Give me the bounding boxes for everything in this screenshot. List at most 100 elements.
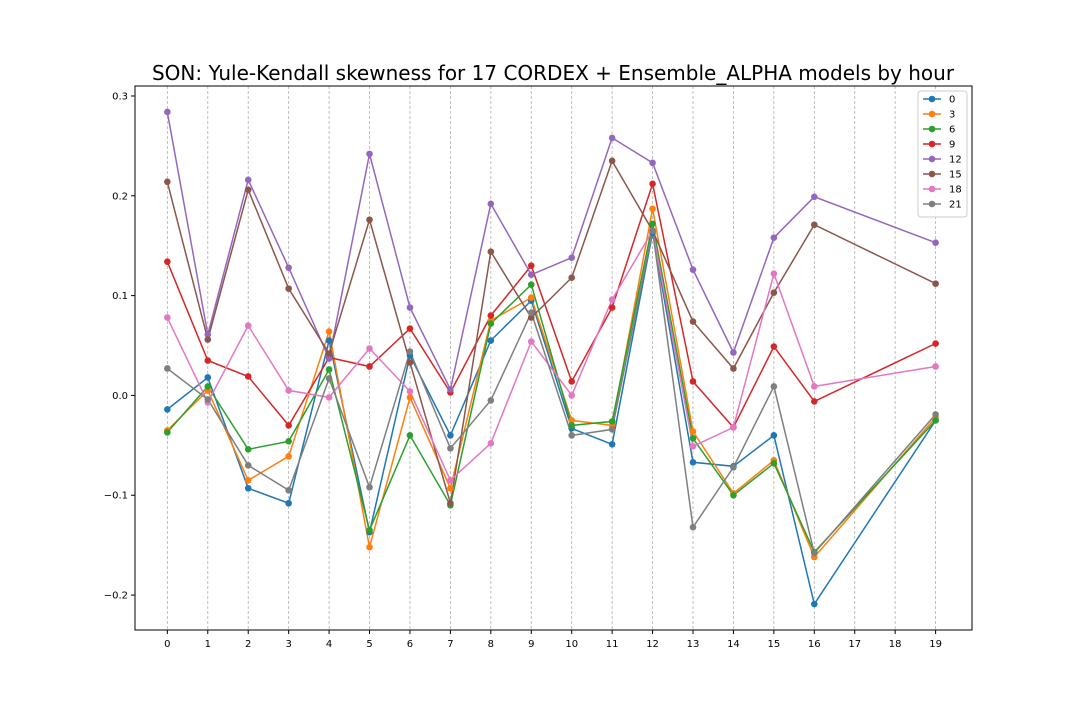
data-point-6 <box>164 429 171 436</box>
x-tick-label: 17 <box>848 639 861 650</box>
data-point-15 <box>487 248 495 255</box>
data-point-12 <box>285 264 292 271</box>
data-point-3 <box>244 476 252 484</box>
y-tick-label: −0.2 <box>104 591 128 602</box>
data-point-21 <box>164 365 171 372</box>
data-point-0 <box>770 432 778 439</box>
data-point-18 <box>689 443 697 450</box>
legend-swatch-marker <box>928 140 936 148</box>
data-point-12 <box>811 193 818 201</box>
data-point-9 <box>568 378 575 385</box>
series-line-0 <box>166 232 937 606</box>
data-point-6 <box>366 526 373 534</box>
x-tick-label: 8 <box>488 639 494 650</box>
legend-label: 0 <box>949 95 955 106</box>
x-tick-label: 5 <box>366 639 372 650</box>
data-point-21 <box>366 483 373 491</box>
data-point-15 <box>730 365 737 372</box>
series-line-9 <box>166 180 936 429</box>
data-point-0 <box>204 374 212 381</box>
series-line-6 <box>166 223 937 554</box>
data-point-12 <box>325 355 333 362</box>
data-point-18 <box>568 392 575 399</box>
legend-swatch-marker <box>928 155 936 163</box>
legend-swatch-marker <box>928 185 936 193</box>
legend-label: 12 <box>949 155 962 166</box>
axis-layer: 0 1 2 3 4 5 6 7 8 9 10 11 12 13 14 15 16 17 18 19−0.2−0.10.… <box>104 91 942 650</box>
data-point-0 <box>608 441 616 448</box>
series-line-12 <box>166 111 936 392</box>
data-point-9 <box>204 357 212 364</box>
data-point-15 <box>447 499 454 507</box>
data-point-9 <box>244 373 252 380</box>
data-point-18 <box>608 296 616 303</box>
y-tick-label: 0.2 <box>112 191 128 202</box>
data-point-18 <box>932 363 939 370</box>
data-point-9 <box>689 378 697 385</box>
data-point-21 <box>568 432 575 439</box>
x-tick-label: 10 <box>565 639 578 650</box>
x-tick-label: 2 <box>245 639 251 650</box>
x-tick-label: 11 <box>606 639 619 650</box>
x-tick-label: 9 <box>528 639 534 650</box>
data-point-0 <box>487 337 495 344</box>
data-point-3 <box>649 205 656 213</box>
legend-label: 21 <box>949 200 962 211</box>
data-point-21 <box>204 396 212 403</box>
chart-title: SON: Yule-Kendall skewness for 17 CORDEX… <box>152 61 955 85</box>
data-point-3 <box>689 428 697 435</box>
data-point-21 <box>285 486 292 494</box>
plot-frame <box>134 85 973 631</box>
data-point-6 <box>649 220 656 228</box>
data-point-0 <box>285 499 292 507</box>
data-point-15 <box>608 157 616 165</box>
data-point-6 <box>689 435 697 442</box>
data-point-15 <box>811 221 818 229</box>
x-tick-label: 16 <box>808 639 821 650</box>
legend-label: 9 <box>949 140 955 151</box>
data-point-9 <box>527 262 535 269</box>
data-point-21 <box>649 227 656 235</box>
x-tick-label: 15 <box>768 639 781 650</box>
data-point-6 <box>325 366 333 373</box>
data-point-9 <box>164 258 171 265</box>
data-point-9 <box>770 343 778 350</box>
data-point-3 <box>527 294 535 301</box>
data-point-9 <box>811 398 818 405</box>
data-point-6 <box>244 446 252 453</box>
data-point-12 <box>447 386 454 393</box>
data-point-18 <box>325 394 333 401</box>
legend-swatch-marker <box>928 125 936 133</box>
data-point-9 <box>406 325 414 332</box>
data-point-12 <box>730 349 737 356</box>
x-tick-label: 12 <box>646 639 659 650</box>
data-point-18 <box>527 338 535 345</box>
data-point-21 <box>689 523 697 531</box>
data-point-3 <box>406 394 414 401</box>
data-point-9 <box>285 422 292 429</box>
series-line-21 <box>166 230 937 555</box>
data-point-12 <box>568 254 575 261</box>
data-point-18 <box>487 440 495 447</box>
data-point-12 <box>527 271 535 278</box>
data-point-3 <box>447 484 454 492</box>
data-point-6 <box>285 438 292 445</box>
x-tick-label: 13 <box>687 639 700 650</box>
legend-label: 6 <box>949 125 955 136</box>
data-point-6 <box>487 320 495 327</box>
data-point-0 <box>164 406 171 413</box>
data-point-21 <box>244 462 252 469</box>
x-tick-label: 6 <box>407 639 413 650</box>
data-point-0 <box>244 484 252 492</box>
data-point-6 <box>608 418 616 425</box>
data-point-21 <box>406 348 414 355</box>
data-point-0 <box>811 600 818 608</box>
x-tick-label: 7 <box>447 639 453 650</box>
y-tick-label: 0.0 <box>112 391 128 402</box>
data-point-18 <box>447 476 454 484</box>
data-point-18 <box>730 424 737 431</box>
legend: 0 3 6 9 12 15 18 21 <box>917 90 968 218</box>
legend-box <box>917 90 968 218</box>
